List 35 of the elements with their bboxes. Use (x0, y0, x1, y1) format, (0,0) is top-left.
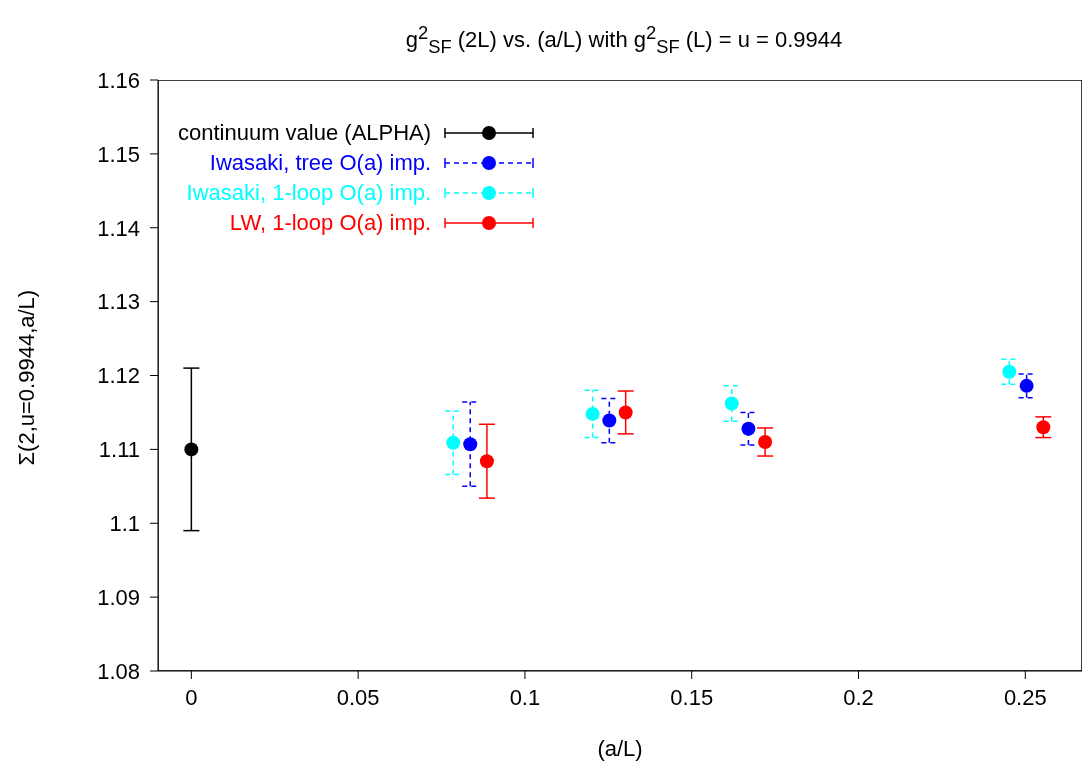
x-axis-title: (a/L) (597, 736, 643, 761)
point (741, 421, 756, 436)
y-tick-label: 1.16 (97, 67, 140, 93)
point (1002, 364, 1017, 379)
x-tick-label: 0 (185, 684, 198, 710)
point (446, 435, 461, 450)
y-axis-title: Σ(2,u=0.9944,a/L) (13, 289, 39, 466)
legend-label: Iwasaki, tree O(a) imp. (209, 150, 432, 176)
y-tick-label: 1.15 (97, 141, 140, 167)
point (585, 406, 600, 421)
point (1019, 378, 1034, 393)
chart-title: g$^{2}$$_{SF}$ (2L) vs. (a/L) with g$^{2}$$_{SF}$ (L) = u = 0.9944 (404, 22, 844, 58)
point (602, 413, 617, 428)
y-tick-label: 1.09 (97, 584, 140, 610)
point (724, 396, 739, 411)
y-tick-label: 1.11 (98, 437, 140, 463)
point (618, 405, 633, 420)
point (758, 434, 773, 449)
legend-label: Iwasaki, 1-loop O(a) imp. (186, 180, 432, 206)
point (184, 442, 199, 457)
y-tick-label: 1.13 (97, 289, 140, 315)
x-tick-label: 0.15 (670, 684, 714, 710)
y-tick-label: 1.1 (109, 511, 140, 537)
point (1036, 420, 1051, 435)
y-tick-label: 1.12 (97, 363, 140, 389)
y-tick-label: 1.14 (97, 215, 140, 241)
point (479, 454, 494, 469)
x-tick-label: 0.2 (843, 684, 874, 710)
point (463, 437, 478, 452)
x-tick-label: 0.1 (509, 684, 541, 710)
x-tick-label: 0.05 (336, 684, 380, 710)
legend-label: LW, 1-loop O(a) imp. (229, 210, 432, 236)
y-tick-label: 1.08 (97, 658, 140, 684)
x-tick-label: 0.25 (1003, 684, 1047, 710)
legend-label: continuum value (ALPHA) (178, 120, 432, 146)
